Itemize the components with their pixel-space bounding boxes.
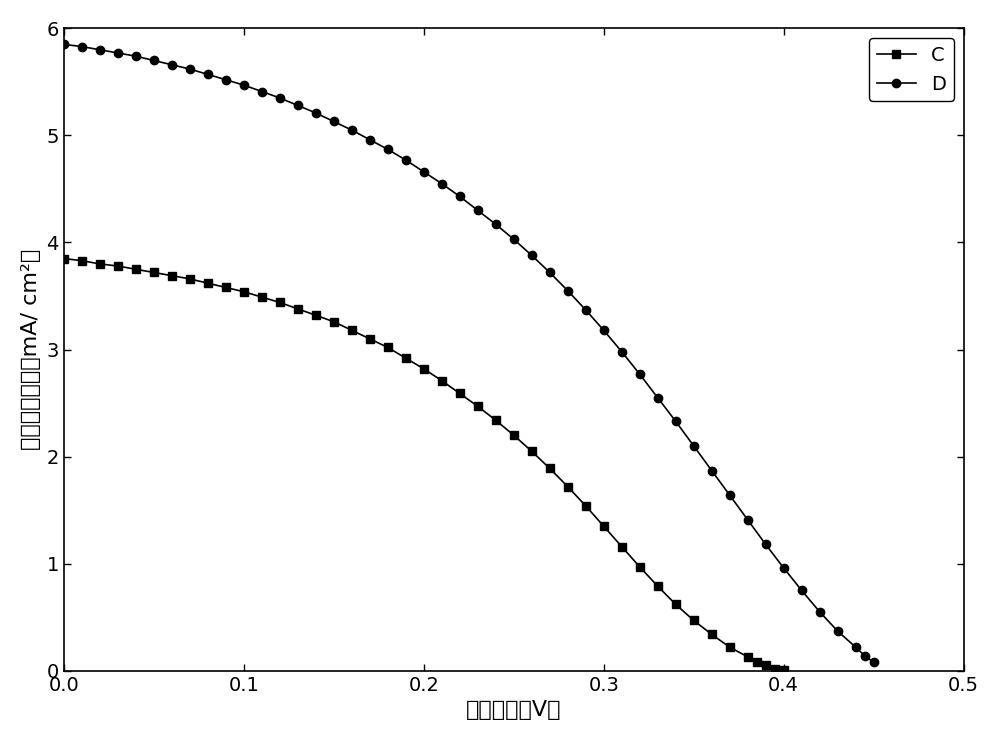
C xyxy=(526,447,538,456)
D xyxy=(634,370,646,379)
C xyxy=(652,582,664,591)
D xyxy=(76,42,88,51)
D xyxy=(562,286,574,295)
D xyxy=(112,48,124,57)
C xyxy=(472,402,484,411)
D xyxy=(670,417,682,426)
D xyxy=(148,56,160,65)
C xyxy=(166,271,178,280)
D xyxy=(778,563,790,572)
C xyxy=(688,616,700,625)
C xyxy=(76,256,88,265)
D xyxy=(706,466,718,475)
D xyxy=(490,220,502,229)
D xyxy=(814,608,826,617)
C xyxy=(328,317,340,326)
X-axis label: 开路电压（V）: 开路电压（V） xyxy=(466,700,561,720)
C xyxy=(274,298,286,307)
D xyxy=(274,93,286,102)
C xyxy=(598,522,610,531)
D xyxy=(598,326,610,335)
C xyxy=(130,265,142,273)
D xyxy=(760,540,772,549)
D xyxy=(454,192,466,201)
D xyxy=(418,167,430,176)
D xyxy=(58,40,70,49)
D xyxy=(184,64,196,73)
Line: D: D xyxy=(60,40,878,666)
D xyxy=(832,627,844,636)
C xyxy=(58,254,70,263)
C xyxy=(778,665,790,674)
C xyxy=(148,268,160,277)
C xyxy=(544,464,556,473)
D xyxy=(382,145,394,154)
D xyxy=(616,348,628,356)
D xyxy=(508,235,520,244)
D xyxy=(544,268,556,277)
C xyxy=(670,600,682,609)
C xyxy=(184,274,196,283)
D xyxy=(130,52,142,61)
D xyxy=(310,108,322,117)
C xyxy=(706,630,718,639)
D xyxy=(580,305,592,314)
D xyxy=(796,586,808,595)
C xyxy=(94,259,106,268)
C xyxy=(220,283,232,292)
D xyxy=(292,101,304,110)
D xyxy=(220,76,232,84)
D xyxy=(238,81,250,90)
C xyxy=(616,542,628,551)
D xyxy=(328,117,340,126)
D xyxy=(346,126,358,135)
C xyxy=(508,431,520,439)
C xyxy=(238,288,250,296)
D xyxy=(166,60,178,69)
Legend: C, D: C, D xyxy=(869,38,954,102)
Line: C: C xyxy=(60,254,788,674)
C xyxy=(382,343,394,352)
D xyxy=(850,642,862,651)
D xyxy=(742,515,754,524)
C xyxy=(310,310,322,319)
D xyxy=(652,393,664,402)
C xyxy=(760,661,772,670)
D xyxy=(868,658,880,667)
D xyxy=(526,251,538,260)
C xyxy=(580,502,592,511)
C xyxy=(724,642,736,651)
Y-axis label: 短路电流密度（mA/ cm²）: 短路电流密度（mA/ cm²） xyxy=(21,249,41,451)
D xyxy=(94,45,106,54)
C xyxy=(436,376,448,385)
D xyxy=(256,87,268,96)
C xyxy=(751,658,763,667)
C xyxy=(346,326,358,335)
C xyxy=(292,305,304,313)
C xyxy=(742,652,754,661)
D xyxy=(436,179,448,188)
C xyxy=(562,482,574,491)
C xyxy=(202,279,214,288)
C xyxy=(769,664,781,673)
C xyxy=(490,416,502,425)
C xyxy=(418,365,430,373)
C xyxy=(256,293,268,302)
D xyxy=(472,206,484,215)
D xyxy=(724,491,736,499)
C xyxy=(454,389,466,398)
C xyxy=(112,262,124,270)
C xyxy=(400,353,412,362)
D xyxy=(859,651,871,660)
C xyxy=(634,562,646,571)
D xyxy=(364,136,376,144)
D xyxy=(400,156,412,165)
D xyxy=(688,442,700,451)
C xyxy=(364,334,376,343)
D xyxy=(202,70,214,79)
